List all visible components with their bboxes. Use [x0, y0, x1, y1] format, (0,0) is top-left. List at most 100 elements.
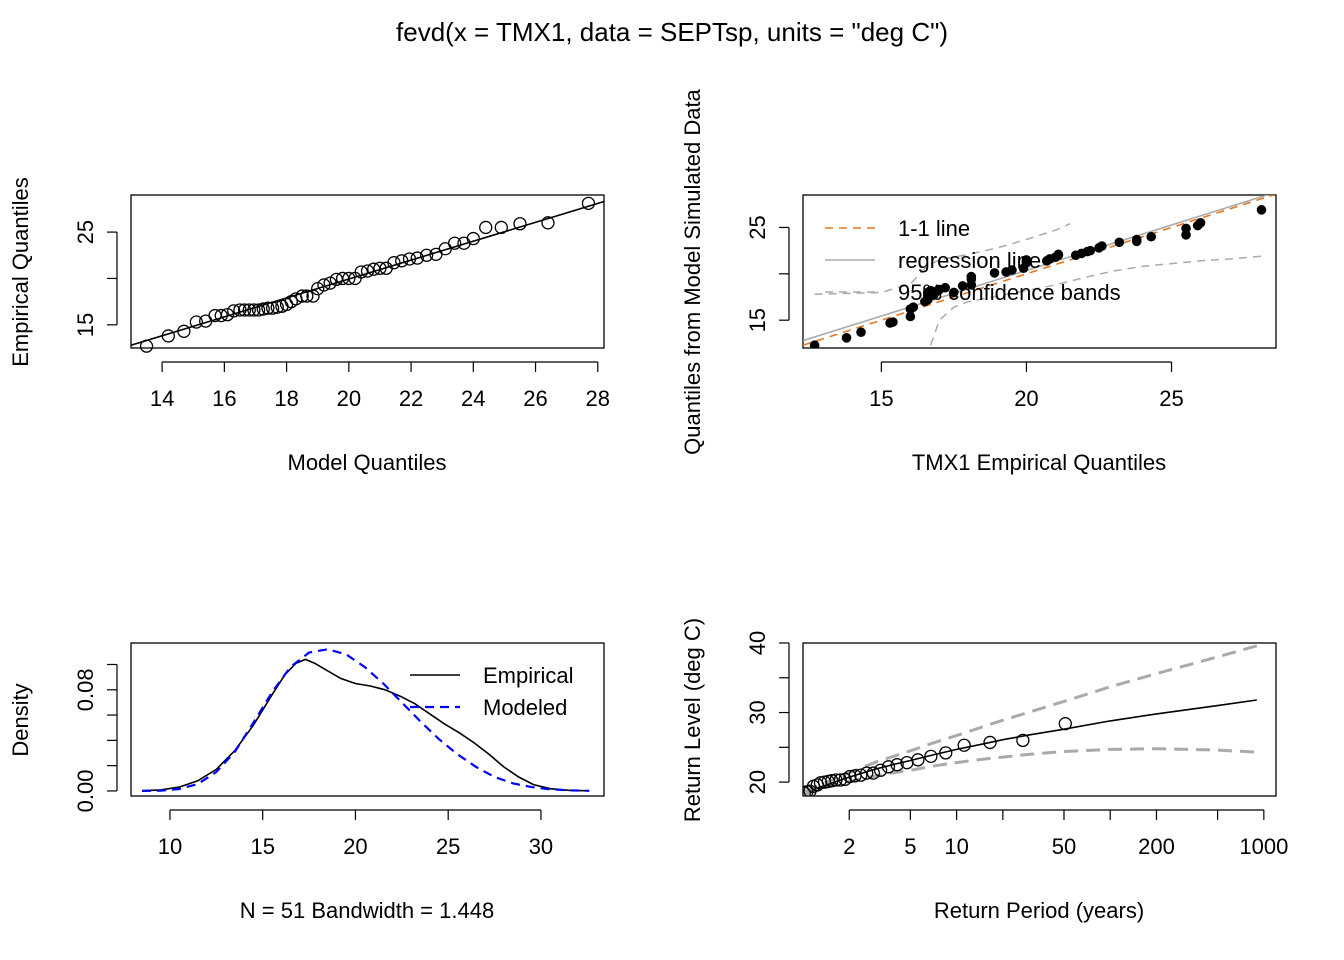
x-tick-label: 28	[586, 386, 610, 411]
data-point	[881, 760, 896, 774]
data-point	[265, 301, 280, 315]
y-tick-label: 25	[73, 220, 98, 244]
data-point	[1146, 231, 1157, 242]
data-point	[402, 252, 417, 266]
data-point	[940, 282, 950, 293]
legend-label: Empirical	[483, 663, 573, 688]
y-tick-label: 20	[745, 770, 770, 794]
data-point	[354, 265, 368, 279]
regression-line	[803, 195, 1270, 342]
data-point	[317, 278, 331, 292]
data-point	[410, 251, 424, 265]
confidence-band-lower	[929, 255, 1262, 346]
data-point	[866, 766, 880, 780]
plot-frame	[802, 642, 1277, 797]
figure-title: fevd(x = TMX1, data = SEPTsp, units = "d…	[396, 17, 948, 47]
data-point	[1114, 237, 1125, 248]
data-point	[841, 333, 852, 343]
data-point	[860, 766, 874, 780]
data-point	[247, 303, 261, 317]
data-point	[251, 303, 266, 317]
data-point	[873, 763, 888, 777]
data-point	[387, 256, 401, 270]
data-point	[966, 271, 977, 282]
data-point	[957, 738, 971, 752]
x-axis-label: Model Quantiles	[288, 450, 447, 475]
legend: 1-1 line regression line 95% confidence ba…	[825, 216, 1121, 305]
y-tick-label: 40	[745, 631, 770, 655]
x-tick-label: 20	[343, 834, 367, 859]
density-line-empirical	[142, 658, 590, 792]
data-point	[843, 769, 857, 784]
x-tick-label: 10	[158, 834, 182, 859]
x-tick-label: 20	[1014, 386, 1038, 411]
data-point	[1181, 223, 1191, 234]
panel-density: 10 15 20 25 30 0.00 0.08 N = 51 Bandwidth = 1.4…	[8, 642, 605, 923]
data-point	[494, 220, 508, 235]
data-point	[214, 308, 228, 323]
data-point	[161, 329, 175, 343]
data-point	[256, 302, 270, 316]
data-point	[581, 196, 596, 210]
x-tick-label: 50	[1052, 834, 1076, 859]
x-tick-label: 25	[436, 834, 460, 859]
data-point	[856, 327, 866, 338]
legend-label: Modeled	[483, 695, 567, 720]
y-tick-label: 15	[73, 313, 98, 337]
legend-label: regression line	[898, 248, 1041, 273]
data-point	[957, 281, 968, 291]
data-point	[949, 287, 959, 298]
y-axis-label: Empirical Quantiles	[8, 177, 33, 367]
return-level-estimate	[804, 699, 1257, 794]
data-point	[513, 217, 527, 231]
data-point	[360, 264, 375, 278]
data-point	[300, 289, 314, 303]
data-point	[939, 746, 953, 760]
data-point	[809, 340, 820, 348]
data-point	[242, 303, 256, 317]
plot-frame	[802, 194, 1277, 349]
plot-frame	[130, 194, 605, 349]
legend: Empirical Modeled	[410, 663, 573, 720]
data-point	[1021, 255, 1032, 265]
data-point	[1195, 218, 1206, 228]
data-point	[890, 758, 904, 772]
x-tick-label: 15	[250, 834, 274, 859]
x-tick-label: 22	[399, 386, 423, 411]
y-tick-label: 15	[745, 308, 770, 332]
x-tick-label: 26	[523, 386, 547, 411]
data-point	[911, 753, 925, 767]
panel-return-level: 2 5 10 50 200 1000 20 30 40 Return Period (years)…	[680, 618, 1288, 923]
data-point	[905, 311, 916, 322]
x-tick-label: 16	[212, 386, 236, 411]
x-tick-label: 25	[1159, 386, 1183, 411]
data-point	[908, 302, 919, 313]
data-point	[447, 236, 462, 250]
x-tick-label: 1000	[1239, 834, 1288, 859]
panel-qq-model: 14 16 18 20 22 24 26 28 15 25 Model Quantiles Empir…	[8, 177, 610, 475]
data-point	[466, 231, 480, 246]
data-point	[270, 300, 284, 314]
data-point	[854, 768, 868, 782]
data-point	[342, 271, 356, 286]
x-tick-label: 10	[944, 834, 968, 859]
legend-label: 95% confidence bands	[898, 280, 1121, 305]
data-point	[1053, 249, 1064, 260]
data-point	[419, 248, 434, 262]
data-point	[373, 261, 387, 275]
data-point	[139, 339, 154, 353]
x-tick-label: 20	[337, 386, 361, 411]
plot-area	[142, 648, 590, 792]
data-point	[1085, 245, 1096, 256]
data-point	[825, 774, 839, 788]
y-tick-label: 0.00	[73, 770, 98, 813]
data-point	[261, 301, 275, 315]
data-point	[295, 289, 309, 303]
x-tick-label: 18	[274, 386, 298, 411]
y-tick-label: 0.08	[73, 668, 98, 711]
data-point	[237, 303, 252, 317]
data-point	[233, 303, 247, 317]
data-point	[833, 773, 847, 787]
data-point	[1007, 265, 1017, 275]
